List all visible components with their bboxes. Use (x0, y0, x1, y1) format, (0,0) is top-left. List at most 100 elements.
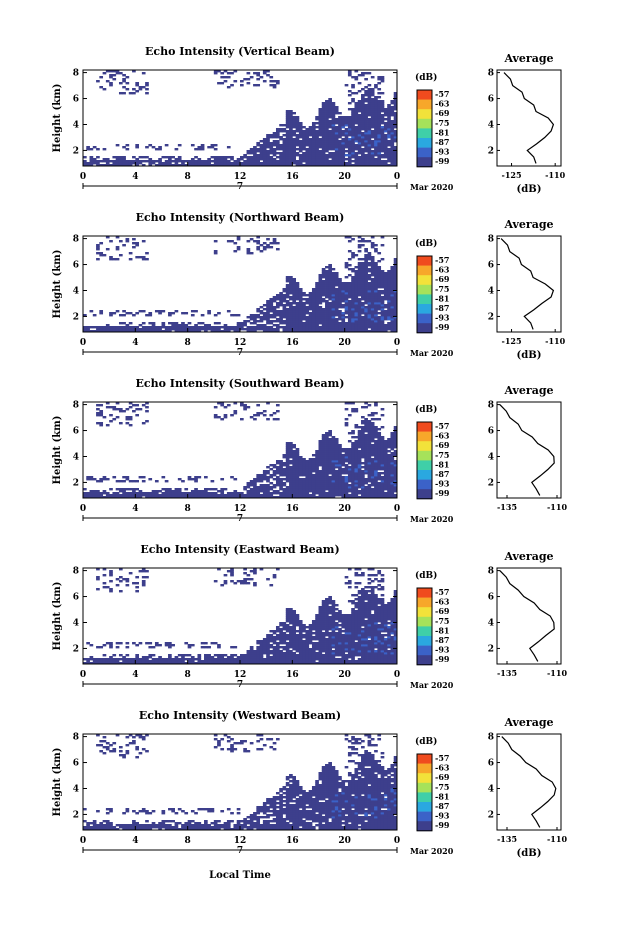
heatmap-cell (370, 426, 375, 429)
heatmap-cell (282, 300, 287, 303)
heatmap-cell (347, 660, 352, 663)
heatmap-cell (370, 454, 375, 457)
heatmap-cell (374, 262, 378, 265)
heatmap-cell (364, 274, 368, 277)
heatmap-cell (325, 128, 329, 131)
heatmap-cell (393, 156, 398, 159)
heatmap-cell (295, 302, 300, 305)
heatmap-cell (354, 486, 359, 489)
heatmap-cell (380, 292, 385, 295)
heatmap-cell (298, 478, 303, 481)
heatmap-cell (377, 434, 382, 437)
heatmap-cell (164, 144, 169, 147)
heatmap-cell (125, 162, 130, 165)
heatmap-cell (331, 132, 336, 135)
heatmap-cell (334, 128, 339, 131)
heatmap-cell (292, 464, 297, 467)
heatmap-cell (357, 150, 362, 153)
heatmap-cell (318, 482, 323, 485)
heatmap-cell (223, 158, 228, 161)
heatmap-cell (357, 326, 362, 329)
heatmap-cell (161, 322, 166, 325)
heatmap-cell (285, 322, 290, 325)
heatmap-cell (181, 662, 185, 665)
heatmap-cell (325, 432, 329, 435)
heatmap-cell (380, 442, 385, 445)
heatmap-cell (148, 312, 153, 315)
heatmap-cell (141, 492, 146, 495)
heatmap-cell (298, 458, 303, 461)
heatmap-cell (96, 326, 100, 329)
heatmap-cell (328, 112, 332, 115)
heatmap-cell (230, 476, 234, 479)
heatmap-cell (347, 250, 352, 253)
heatmap-cell (197, 330, 202, 333)
heatmap-cell (289, 448, 293, 451)
heatmap-cell (311, 654, 316, 657)
heatmap-cell (334, 126, 339, 129)
heatmap-cell (361, 478, 365, 481)
heatmap-cell (383, 296, 388, 299)
heatmap-cell (275, 328, 280, 331)
heatmap-cell (344, 460, 349, 463)
profile-xtick-label: -110 (547, 502, 567, 512)
heatmap-cell (109, 660, 113, 663)
heatmap-cell (377, 308, 382, 311)
heatmap-cell (272, 324, 277, 327)
heatmap-cell (351, 110, 355, 113)
heatmap-cell (354, 494, 359, 497)
heatmap-cell (338, 478, 342, 481)
heatmap-cell (272, 496, 277, 499)
heatmap-xtick-label: 8 (185, 172, 191, 182)
heatmap-cell (374, 106, 378, 109)
heatmap-cell (328, 662, 332, 665)
heatmap-cell (295, 448, 300, 451)
heatmap-cell (390, 484, 395, 487)
heatmap-cell (269, 158, 274, 161)
heatmap-cell (328, 290, 332, 293)
heatmap-cell (341, 660, 346, 663)
heatmap-cell (105, 402, 110, 405)
heatmap-cell (374, 120, 378, 123)
heatmap-cell (109, 312, 113, 315)
heatmap-cell (367, 316, 372, 319)
heatmap-cell (135, 326, 140, 329)
heatmap-cell (302, 154, 306, 157)
heatmap-xtick-label: 20 (338, 172, 351, 182)
heatmap-cell (361, 428, 365, 431)
heatmap-cell (331, 288, 336, 291)
heatmap-cell (174, 322, 179, 325)
heatmap-cell (240, 418, 244, 421)
heatmap-cell (334, 154, 339, 157)
heatmap-cell (318, 306, 323, 309)
heatmap-cell (344, 458, 349, 461)
heatmap-cell (354, 276, 359, 279)
heatmap-cell (318, 154, 323, 157)
heatmap-cell (285, 304, 290, 307)
heatmap-cell (347, 454, 352, 457)
heatmap-cell (262, 488, 267, 491)
heatmap-cell (302, 324, 306, 327)
heatmap-cell (344, 322, 349, 325)
heatmap-cell (354, 302, 359, 305)
heatmap-cell (328, 154, 332, 157)
heatmap-cell (171, 494, 175, 497)
heatmap-cell (334, 452, 339, 455)
heatmap-cell (243, 156, 247, 159)
heatmap-ytick-label: 8 (73, 69, 79, 79)
heatmap-cell (298, 494, 303, 497)
heatmap-cell (325, 316, 329, 319)
heatmap-cell (302, 650, 306, 653)
heatmap-cell (351, 324, 355, 327)
heatmap-cell (256, 324, 261, 327)
heatmap-cell (354, 154, 359, 157)
heatmap-cell (325, 654, 329, 657)
heatmap-cell (318, 162, 323, 165)
heatmap-cell (377, 446, 382, 449)
heatmap-cell (347, 116, 352, 119)
heatmap-cell (390, 466, 395, 469)
heatmap-cell (393, 436, 398, 439)
heatmap-cell (249, 150, 254, 153)
heatmap-cell (341, 658, 346, 661)
heatmap-cell (383, 152, 388, 155)
